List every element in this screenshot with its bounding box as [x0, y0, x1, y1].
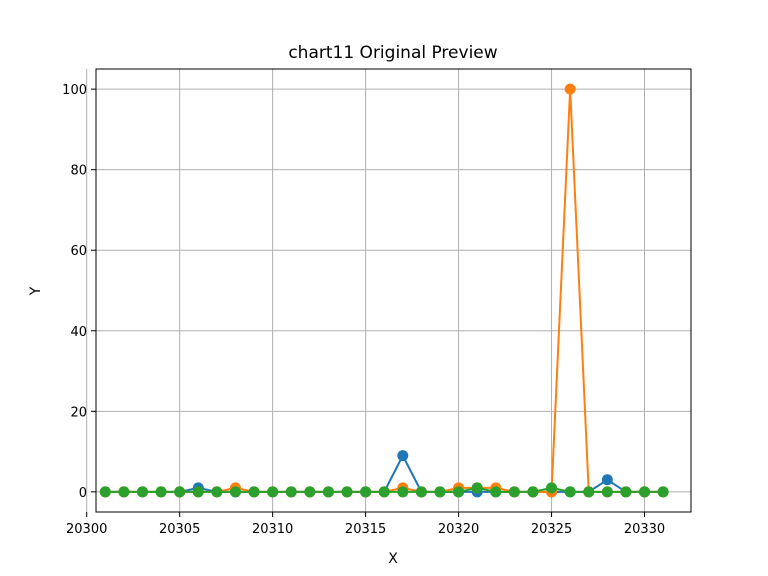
data-point [471, 482, 483, 494]
data-point [118, 486, 130, 498]
data-point [415, 486, 427, 498]
data-point [601, 486, 613, 498]
series-3 [99, 482, 669, 498]
y-tick-label: 40 [70, 325, 87, 340]
data-point [229, 486, 241, 498]
data-point [99, 486, 111, 498]
x-axis: 20300 20305 20310 20315 20320 20325 20330 [66, 512, 665, 537]
data-point [546, 482, 558, 494]
data-point [341, 486, 353, 498]
data-point [527, 486, 539, 498]
data-point [192, 486, 204, 498]
x-tick-label: 20315 [345, 522, 386, 537]
data-point [248, 486, 260, 498]
y-tick-label: 20 [70, 405, 87, 420]
y-axis-label: Y [28, 286, 44, 296]
x-tick-label: 20310 [252, 522, 293, 537]
data-point [583, 486, 595, 498]
data-point [360, 486, 372, 498]
data-point [490, 486, 502, 498]
data-point [397, 450, 409, 462]
data-point [155, 486, 167, 498]
data-point [601, 474, 613, 486]
data-point [304, 486, 316, 498]
y-tick-label: 60 [70, 244, 87, 259]
data-point [453, 486, 465, 498]
data-point [434, 486, 446, 498]
data-point [397, 486, 409, 498]
data-point [564, 83, 576, 95]
series-layer [99, 83, 669, 498]
y-axis: 0 20 40 60 80 100 [62, 83, 96, 501]
data-point [639, 486, 651, 498]
data-point [136, 486, 148, 498]
x-tick-label: 20305 [159, 522, 200, 537]
data-point [267, 486, 279, 498]
y-tick-label: 0 [79, 486, 87, 501]
data-point [378, 486, 390, 498]
data-point [211, 486, 223, 498]
x-tick-label: 20325 [531, 522, 572, 537]
y-tick-label: 100 [62, 83, 87, 98]
chart-title: chart11 Original Preview [288, 43, 497, 63]
y-tick-label: 80 [70, 164, 87, 179]
plot-frame [95, 68, 692, 513]
x-tick-label: 20330 [624, 522, 665, 537]
data-point [564, 486, 576, 498]
data-point [657, 486, 669, 498]
x-tick-label: 20320 [438, 522, 479, 537]
x-tick-label: 20300 [66, 522, 107, 537]
data-point [322, 486, 334, 498]
data-point [174, 486, 186, 498]
data-point [620, 486, 632, 498]
data-point [508, 486, 520, 498]
data-point [285, 486, 297, 498]
x-axis-label: X [388, 551, 398, 567]
